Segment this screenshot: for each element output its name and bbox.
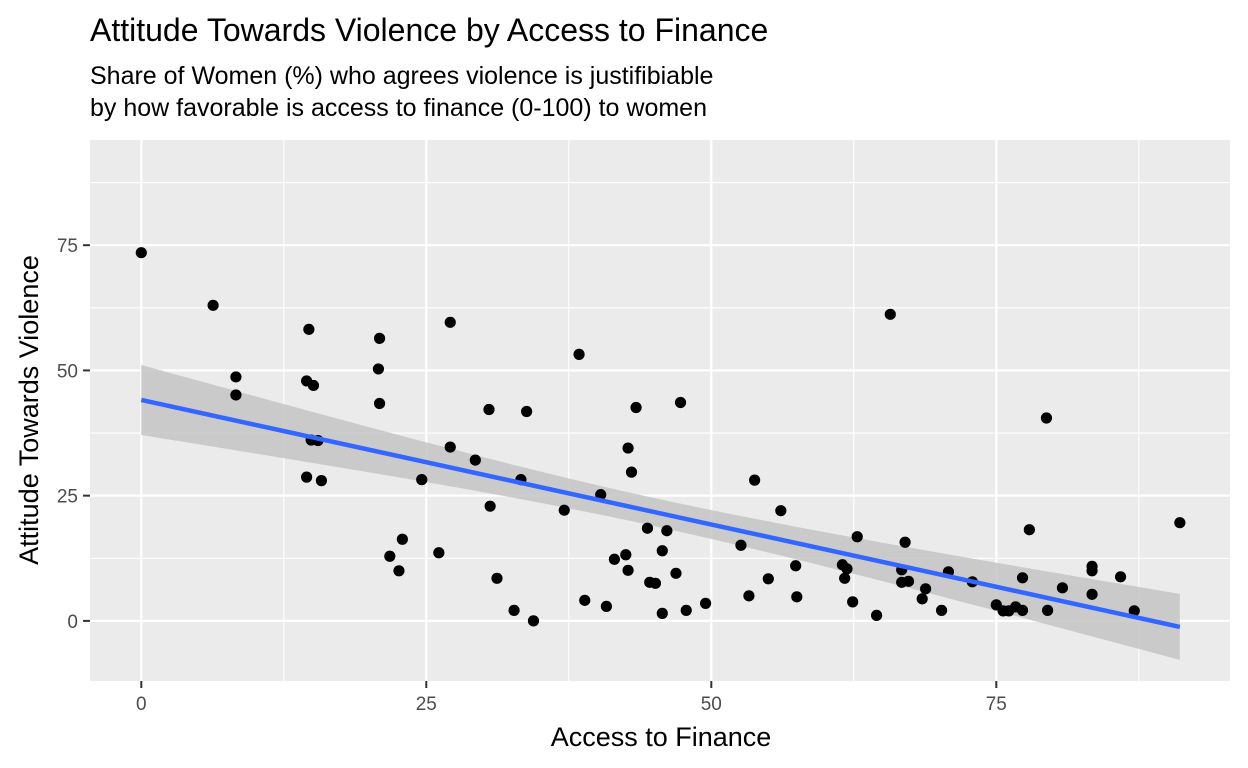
data-point bbox=[393, 565, 405, 577]
data-point bbox=[847, 596, 859, 608]
data-point bbox=[935, 604, 948, 616]
data-point bbox=[871, 609, 883, 621]
data-point bbox=[1023, 524, 1035, 536]
x-axis-title: Access to Finance bbox=[551, 722, 772, 752]
chart-subtitle-line-1: Share of Women (%) who agrees violence i… bbox=[90, 62, 713, 90]
data-point bbox=[1128, 605, 1140, 617]
data-point bbox=[1016, 604, 1029, 616]
data-point bbox=[527, 615, 540, 627]
data-point bbox=[600, 600, 613, 612]
data-point bbox=[884, 308, 896, 320]
data-point bbox=[384, 550, 396, 562]
y-tick-label: 25 bbox=[57, 487, 78, 508]
data-point bbox=[656, 607, 668, 619]
data-point bbox=[916, 593, 928, 605]
data-point bbox=[303, 323, 315, 335]
data-point bbox=[207, 299, 219, 311]
data-point bbox=[373, 332, 386, 344]
data-point bbox=[920, 583, 932, 595]
y-axis-ticks: 0 25 50 75 bbox=[57, 236, 90, 633]
y-tick-label: 75 bbox=[57, 236, 78, 257]
data-point bbox=[902, 575, 915, 587]
x-tick-label: 0 bbox=[136, 694, 147, 715]
data-point bbox=[749, 474, 761, 486]
data-point bbox=[641, 522, 654, 534]
data-point bbox=[372, 363, 385, 375]
x-tick-label: 50 bbox=[701, 694, 722, 715]
data-point bbox=[841, 563, 853, 575]
chart-subtitle-line-2: by how favorable is access to finance (0… bbox=[90, 94, 707, 122]
data-point bbox=[230, 371, 242, 383]
data-point bbox=[307, 379, 320, 392]
data-point bbox=[622, 564, 634, 576]
x-axis-ticks: 0 25 50 75 bbox=[136, 681, 1007, 715]
chart-title: Attitude Towards Violence by Access to F… bbox=[90, 12, 768, 48]
regression-line bbox=[140, 397, 1181, 630]
data-point bbox=[444, 316, 456, 328]
data-point bbox=[373, 397, 386, 410]
data-point bbox=[230, 389, 242, 401]
data-point bbox=[791, 591, 803, 603]
data-point bbox=[630, 401, 642, 414]
data-point bbox=[491, 572, 503, 584]
data-point bbox=[508, 604, 520, 616]
data-point bbox=[775, 505, 787, 517]
data-point bbox=[1114, 571, 1127, 583]
data-point bbox=[625, 466, 638, 478]
y-tick-label: 50 bbox=[57, 361, 78, 382]
data-point bbox=[469, 454, 481, 466]
data-point bbox=[558, 504, 570, 516]
data-point bbox=[396, 533, 408, 545]
x-tick-label: 25 bbox=[416, 694, 437, 715]
data-point bbox=[573, 348, 585, 360]
data-point bbox=[433, 547, 445, 559]
data-point bbox=[674, 396, 687, 409]
y-tick-label: 0 bbox=[67, 612, 78, 633]
data-point bbox=[484, 500, 496, 512]
major-gridlines bbox=[90, 140, 1230, 681]
x-tick-label: 75 bbox=[986, 694, 1007, 715]
data-point bbox=[762, 573, 774, 585]
data-point bbox=[680, 604, 692, 616]
data-point bbox=[301, 471, 313, 483]
data-point bbox=[1174, 517, 1186, 529]
data-point bbox=[521, 405, 533, 418]
data-point bbox=[416, 474, 428, 486]
data-point bbox=[135, 247, 147, 259]
data-point bbox=[579, 594, 591, 606]
y-axis-title: Attitude Towards Violence bbox=[14, 255, 44, 565]
data-point bbox=[622, 442, 634, 454]
data-point bbox=[1016, 572, 1029, 584]
data-point bbox=[790, 560, 802, 572]
data-point bbox=[661, 525, 673, 537]
data-point bbox=[851, 531, 863, 543]
data-point bbox=[1056, 582, 1069, 594]
minor-gridlines bbox=[90, 140, 1230, 681]
data-point bbox=[656, 545, 668, 557]
data-point bbox=[899, 536, 911, 548]
data-point bbox=[649, 577, 662, 589]
data-point bbox=[483, 403, 495, 416]
data-point bbox=[608, 553, 621, 565]
data-point bbox=[444, 441, 456, 453]
data-point bbox=[670, 567, 682, 579]
data-point bbox=[1086, 565, 1098, 577]
data-point bbox=[743, 590, 755, 602]
data-point bbox=[315, 475, 328, 487]
data-point bbox=[700, 597, 712, 609]
data-point bbox=[1042, 604, 1054, 616]
data-point bbox=[839, 572, 851, 584]
data-point bbox=[1086, 588, 1098, 600]
data-point bbox=[1040, 412, 1053, 424]
data-point bbox=[620, 549, 632, 561]
data-point bbox=[735, 539, 747, 551]
